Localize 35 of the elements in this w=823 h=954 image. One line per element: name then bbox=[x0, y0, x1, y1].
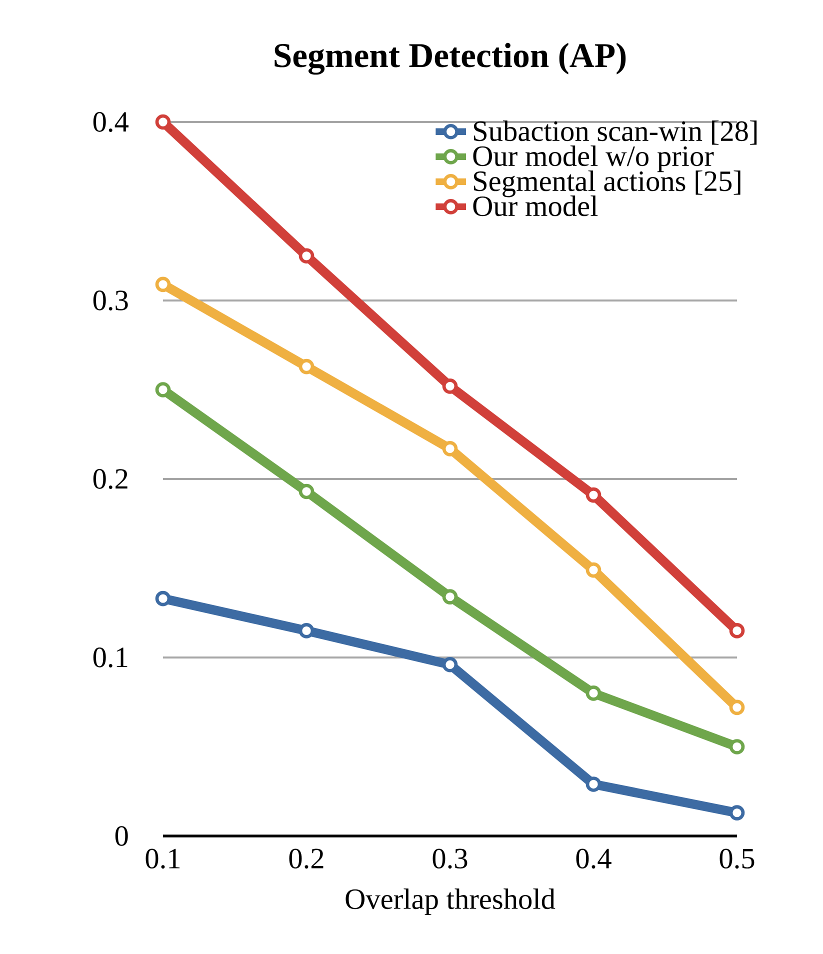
x-tick-label: 0.1 bbox=[146, 848, 180, 869]
y-tick-label: 0.1 bbox=[93, 648, 128, 668]
point bbox=[155, 590, 171, 606]
y-tick-label: 0.2 bbox=[93, 469, 128, 489]
point bbox=[442, 589, 458, 604]
point bbox=[442, 440, 458, 456]
point bbox=[442, 656, 458, 672]
point bbox=[729, 739, 745, 754]
legend-label: Our model bbox=[473, 196, 598, 216]
y-tick-label: 0 bbox=[115, 826, 128, 846]
point bbox=[298, 623, 314, 638]
y-tick-label: 0.4 bbox=[93, 112, 129, 132]
x-tick-label: 0.4 bbox=[576, 848, 612, 869]
point bbox=[586, 487, 602, 503]
point bbox=[729, 700, 745, 716]
point bbox=[155, 276, 171, 292]
y-tick-label: 0.3 bbox=[93, 290, 128, 310]
legend-label: Segmental actions [25] bbox=[474, 170, 740, 198]
point bbox=[298, 484, 314, 500]
point bbox=[586, 686, 602, 701]
point bbox=[586, 776, 602, 792]
point bbox=[298, 358, 314, 374]
x-tick-label: 0.5 bbox=[720, 848, 754, 869]
point bbox=[586, 562, 602, 578]
point bbox=[155, 382, 171, 398]
legend-label: Subaction scan-win [28] bbox=[474, 120, 757, 145]
point bbox=[155, 114, 171, 130]
point bbox=[729, 805, 745, 820]
point bbox=[729, 623, 745, 638]
point bbox=[298, 248, 314, 264]
x-axis-title: Overlap threshold bbox=[346, 888, 556, 916]
chart-title: Segment Detection (AP) bbox=[274, 42, 626, 75]
x-tick-label: 0.2 bbox=[289, 848, 324, 869]
point bbox=[442, 378, 458, 394]
x-tick-label: 0.3 bbox=[432, 848, 468, 869]
